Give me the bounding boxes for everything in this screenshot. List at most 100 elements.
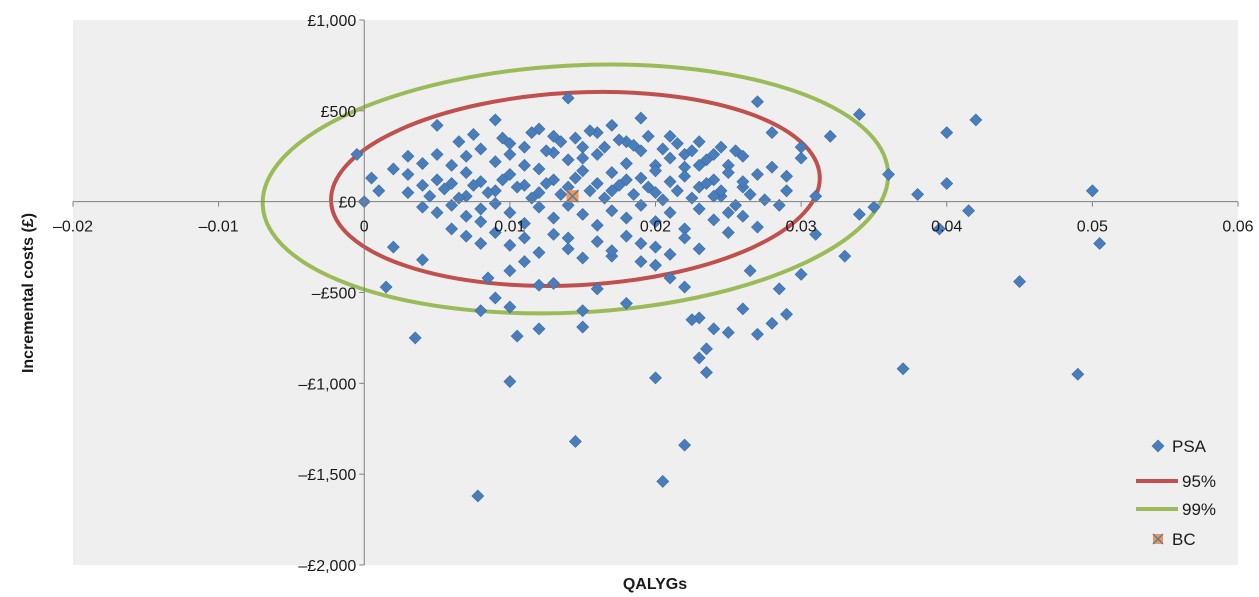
psa-point <box>619 229 633 243</box>
psa-point <box>911 187 925 201</box>
psa-point <box>598 191 611 205</box>
psa-point <box>437 182 451 196</box>
psa-point <box>743 264 757 278</box>
legend-psa-label: PSA <box>1172 437 1207 456</box>
psa-point <box>619 211 633 225</box>
psa-point <box>896 362 910 376</box>
y-tick-label: –£2,000 <box>298 558 356 575</box>
psa-point <box>416 200 429 214</box>
psa-point <box>692 202 706 216</box>
psa-point <box>721 206 735 219</box>
psa-point <box>619 157 633 170</box>
legend-bc-label: BC <box>1172 530 1196 549</box>
x-tick-label: 0.06 <box>1222 219 1253 236</box>
psa-point <box>634 144 648 158</box>
psa-point <box>471 489 485 503</box>
psa-point <box>685 191 699 205</box>
psa-point <box>663 175 677 189</box>
psa-point <box>765 316 779 330</box>
psa-point <box>634 198 648 212</box>
psa-point <box>474 202 488 216</box>
psa-point <box>445 158 459 172</box>
x-tick-label: 0.02 <box>640 219 671 236</box>
psa-point <box>576 207 590 221</box>
legend-95-label: 95% <box>1182 472 1216 491</box>
psa-point <box>416 178 429 192</box>
psa-point <box>649 215 662 229</box>
psa-point <box>430 118 444 132</box>
psa-point <box>467 178 480 192</box>
psa-point <box>547 227 560 241</box>
legend-item-99: 99% <box>1136 500 1216 519</box>
psa-point <box>707 213 721 227</box>
x-axis-title: QALYGs <box>623 576 687 593</box>
psa-point <box>721 326 735 339</box>
psa-point <box>547 276 560 290</box>
psa-point <box>794 151 808 165</box>
psa-point <box>554 135 568 149</box>
psa-point <box>561 242 575 256</box>
psa-point <box>401 149 415 163</box>
psa-point <box>416 157 429 170</box>
psa-point <box>532 278 546 292</box>
x-tick-label: 0.03 <box>786 219 817 236</box>
psa-point <box>758 193 772 207</box>
psa-point <box>561 91 575 105</box>
psa-point <box>656 193 670 207</box>
psa-point <box>765 126 779 140</box>
psa-point <box>488 155 502 169</box>
psa-point <box>568 131 582 145</box>
psa-point <box>605 118 619 132</box>
psa-point <box>423 189 437 203</box>
psa-point <box>568 435 582 448</box>
psa-point <box>496 131 510 145</box>
psa-point <box>481 186 495 200</box>
psa-point <box>430 206 444 219</box>
psa-point <box>634 171 648 185</box>
psa-point <box>641 180 655 194</box>
psa-point <box>532 186 546 200</box>
bc-point-cross <box>565 189 580 203</box>
psa-point <box>867 200 881 214</box>
psa-point <box>459 166 473 180</box>
psa-point <box>452 191 466 205</box>
psa-point <box>641 129 655 143</box>
psa-point <box>445 177 459 190</box>
psa-point <box>765 160 779 174</box>
psa-point <box>940 126 954 140</box>
x-tick-label: 0.04 <box>931 219 962 236</box>
legend-bc-cross <box>1152 533 1164 545</box>
psa-point <box>583 184 597 198</box>
psa-point <box>729 144 743 158</box>
psa-point <box>707 148 721 161</box>
psa-point <box>518 217 531 230</box>
psa-point <box>474 237 488 250</box>
psa-point <box>459 149 473 163</box>
psa-point <box>590 282 604 296</box>
psa-point <box>554 187 568 201</box>
psa-point <box>663 206 677 219</box>
psa-point <box>663 247 677 261</box>
psa-point <box>605 244 619 258</box>
psa-point <box>678 231 692 245</box>
psa-point <box>780 169 793 183</box>
psa-point <box>510 329 524 343</box>
psa-point <box>823 129 837 143</box>
psa-point <box>474 142 488 156</box>
plot-area <box>73 20 1238 565</box>
y-tick-label: –£1,000 <box>298 376 356 393</box>
psa-point <box>700 153 713 167</box>
psa-point <box>386 240 400 254</box>
psa-point <box>459 229 473 243</box>
psa-point <box>503 375 517 388</box>
x-tick-label: 0.05 <box>1077 219 1108 236</box>
psa-point <box>518 158 531 172</box>
psa-point <box>685 313 699 327</box>
psa-point <box>496 173 510 187</box>
psa-point <box>700 342 713 356</box>
psa-point <box>933 222 946 236</box>
psa-point <box>700 177 713 190</box>
x-ticks: –0.02 –0.01 0 0.01 0.02 0.03 0.04 0.05 0.06 <box>53 201 1254 236</box>
psa-point <box>670 137 684 150</box>
